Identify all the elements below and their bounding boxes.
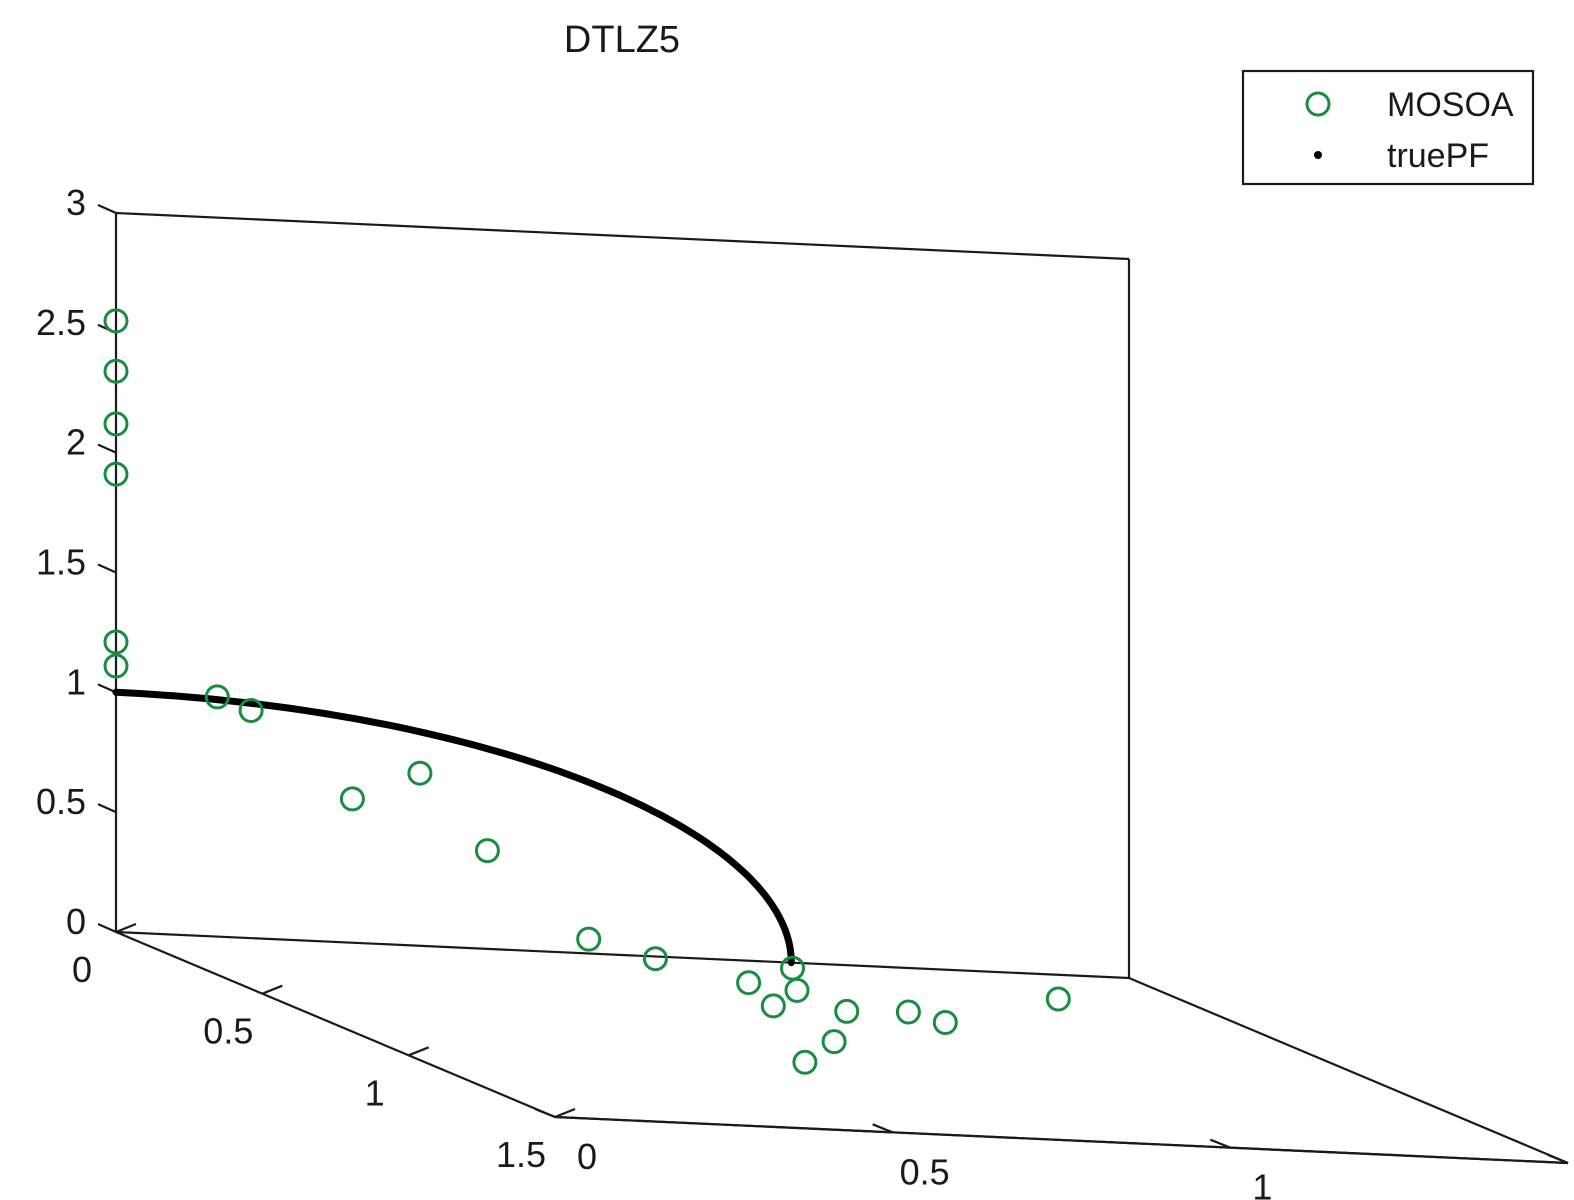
y-tick [534,1107,556,1119]
mosoa-points [103,308,1071,1075]
z-tick [97,203,117,215]
y-tick [1209,1138,1231,1149]
mosoa-point [821,1029,847,1055]
z-tick-label: 1.5 [36,542,86,583]
y-tick-label: 1 [1252,1167,1272,1200]
chart-title: DTLZ5 [564,19,680,61]
truepf-curve [112,688,795,967]
y-tick [872,1123,894,1134]
mosoa-point [103,629,129,655]
legend: MOSOA truePF [1241,69,1535,186]
mosoa-point [103,461,129,487]
z-tick-label: 0.5 [36,781,86,822]
x-tick-label: 0 [72,949,92,990]
x-axis-line [115,930,556,1119]
truepf-line [112,688,795,967]
x-tick [554,1107,576,1119]
mosoa-point [642,946,668,972]
mosoa-point [339,786,365,812]
y-tick [1547,1153,1569,1165]
mosoa-point [834,998,860,1024]
mosoa-point [1045,986,1071,1012]
z-tick [97,563,117,574]
y-tick-label: 0 [577,1136,597,1177]
mosoa-point [103,411,129,437]
legend-box [1241,69,1535,186]
x-tick [408,1046,430,1057]
mosoa-point [103,308,129,334]
mosoa-point [238,698,264,723]
z-tick [97,922,117,934]
z-tick [97,443,117,454]
z-tick-label: 0 [66,901,86,942]
mosoa-point [204,684,230,710]
mosoa-point [474,838,500,864]
mosoa-point [760,993,786,1019]
mosoa-point [932,1010,958,1035]
mosoa-point [103,653,129,679]
z-tick-label: 3 [66,182,86,223]
z-tick-label: 2.5 [36,302,86,343]
box-edge-right [1128,976,1569,1165]
x-tick [115,922,137,934]
mosoa-point [407,760,433,786]
mosoa-point [792,1049,818,1075]
z-tick-label: 1 [66,661,86,702]
z-tick [97,803,117,814]
z-tick-label: 2 [66,422,86,463]
legend-label-truepf: truePF [1387,137,1489,175]
y-tick-label: 0.5 [900,1151,950,1192]
mosoa-point [736,970,762,996]
legend-label-mosoa: MOSOA [1387,86,1514,124]
x-tick-label: 0.5 [203,1011,253,1052]
x-tick-label: 1 [365,1072,385,1113]
box-edge-top [115,211,1130,261]
x-tick [261,984,283,995]
mosoa-point [103,358,129,384]
box-edge-front-bottom [554,1115,1569,1165]
y-axis-line [115,930,1130,980]
legend-mosoa-marker [1305,91,1331,117]
legend-truepf-marker [1314,151,1322,159]
x-tick-label: 1.5 [496,1134,546,1175]
mosoa-point [895,999,921,1025]
mosoa-point [784,977,810,1003]
mosoa-point [576,926,602,952]
